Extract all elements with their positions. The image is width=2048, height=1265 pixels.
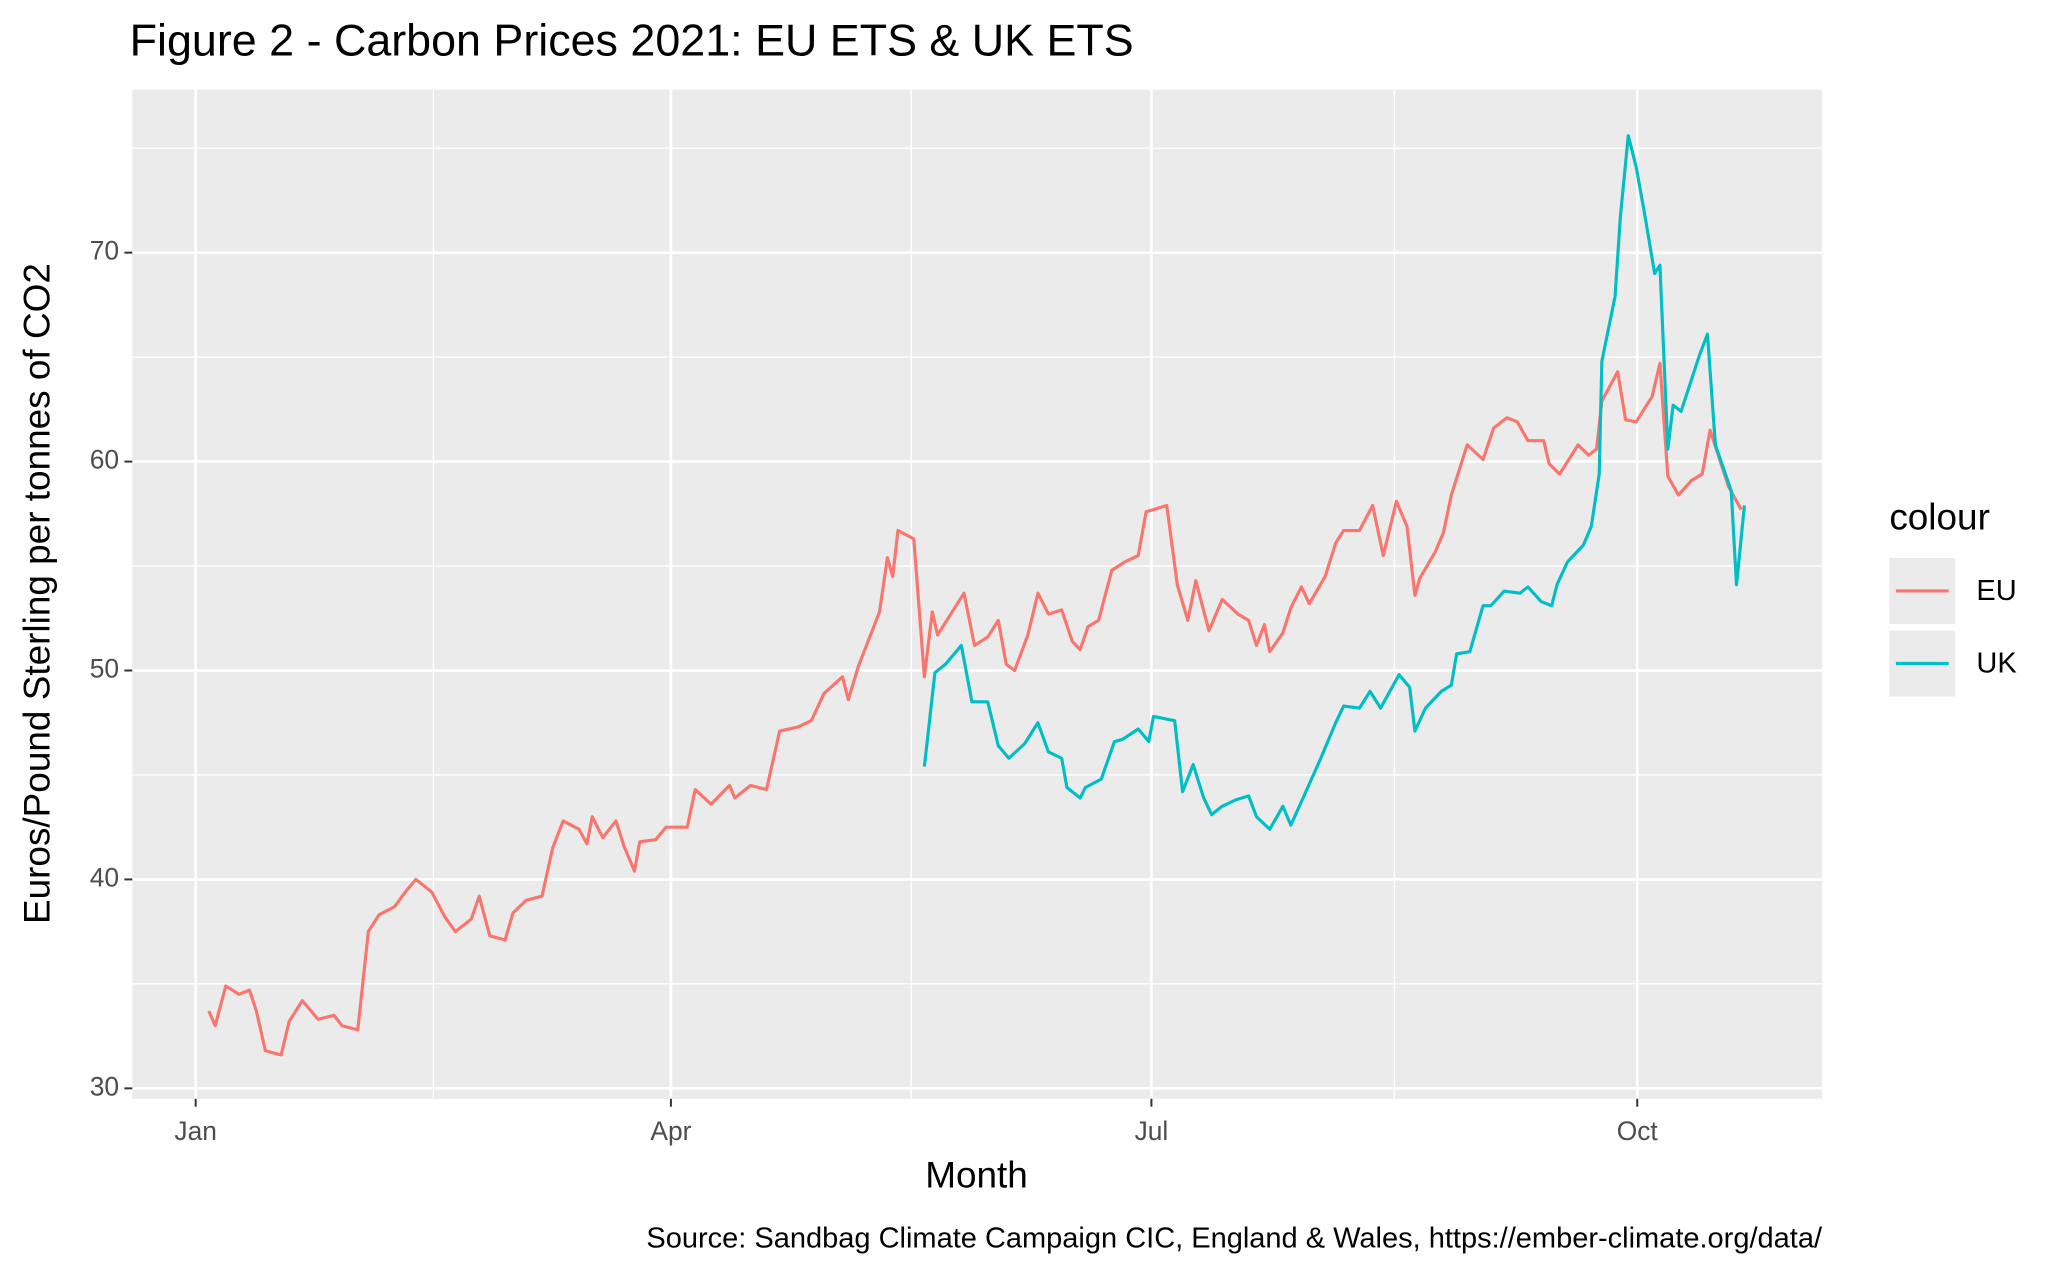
y-axis-title: Euros/Pound Sterling per tonnes of CO2	[17, 263, 58, 924]
y-tick-label: 40	[90, 862, 119, 892]
series-line	[207, 361, 1743, 1057]
x-tick-label: Apr	[650, 1116, 691, 1146]
legend-title: colour	[1889, 496, 1990, 537]
chart-title: Figure 2 - Carbon Prices 2021: EU ETS & …	[130, 14, 1134, 65]
series-line	[922, 134, 1746, 831]
y-tick-label: 30	[90, 1071, 119, 1101]
x-axis-title: Month	[925, 1155, 1028, 1196]
y-tick-label: 50	[90, 653, 119, 683]
legend: EU UK	[1889, 557, 2017, 697]
y-tick-label: 60	[90, 445, 119, 475]
y-tick-label: 70	[90, 236, 119, 266]
x-tick-label: Jan	[174, 1116, 217, 1146]
caption: Source: Sandbag Climate Campaign CIC, En…	[646, 1223, 1823, 1255]
x-tick-label: Oct	[1617, 1116, 1659, 1146]
x-tick-label: Jul	[1135, 1116, 1169, 1146]
legend-label: UK	[1976, 647, 2017, 679]
lines	[207, 134, 1746, 1057]
legend-label: EU	[1976, 575, 2016, 607]
plot-panel	[132, 89, 1823, 1099]
grid	[132, 89, 1823, 1099]
